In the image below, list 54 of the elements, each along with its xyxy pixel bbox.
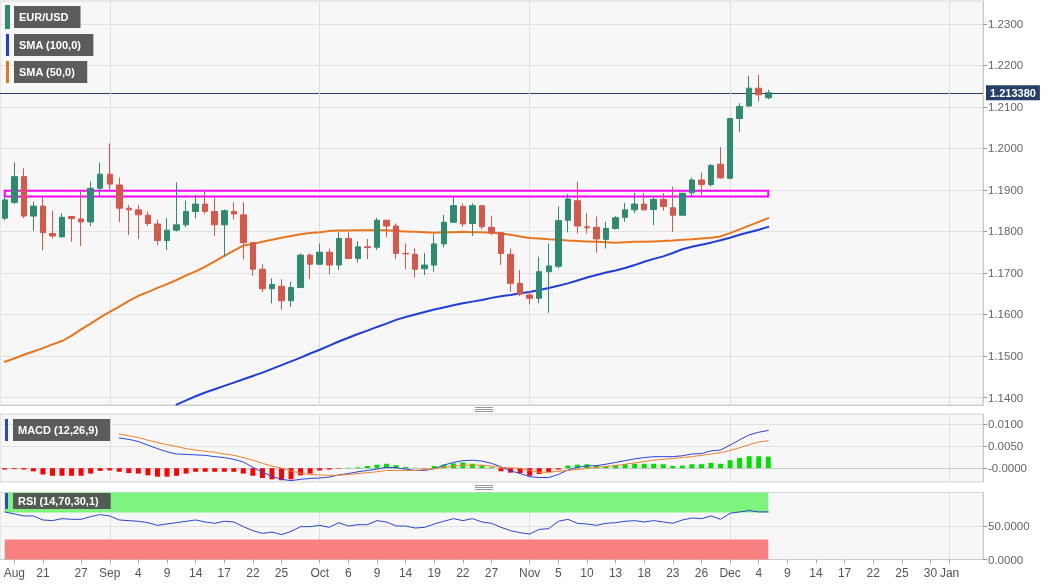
legend-label: SMA (50,0) (19, 66, 76, 78)
ref-line-label: 1.213380 (990, 86, 1036, 99)
y-tick-label: 1.2300 (988, 17, 1024, 30)
y-tick-label: 1.1500 (988, 350, 1024, 363)
y-tick-label: 1.1400 (988, 391, 1024, 404)
y-tick-label: -0.0000 (988, 462, 1028, 475)
x-tick-label: 25 (895, 565, 909, 580)
x-tick-label: Jan (939, 565, 960, 580)
y-tick-label: 1.1800 (988, 225, 1024, 238)
legend-label: MACD (12,26,9) (18, 424, 99, 436)
x-tick-label: 14 (809, 565, 823, 580)
legend-label: SMA (100,0) (19, 39, 82, 51)
x-tick-label: 14 (398, 565, 413, 580)
x-tick-label: 27 (484, 565, 499, 580)
x-tick-label: 14 (188, 565, 203, 580)
y-tick-label: 1.2100 (988, 100, 1024, 113)
x-tick-label: 22 (246, 565, 260, 580)
x-tick-label: 22 (456, 565, 470, 580)
y-tick-label: 0.0050 (988, 440, 1024, 452)
x-tick-label: 4 (755, 565, 763, 580)
x-tick-label: Sep (99, 565, 121, 580)
x-tick-label: 25 (274, 565, 289, 580)
x-tick-label: 22 (866, 565, 881, 580)
x-tick-label: 9 (784, 565, 792, 580)
x-tick-label: 9 (163, 565, 171, 580)
y-tick-label: 1.1700 (988, 266, 1024, 279)
x-tick-label: 21 (36, 565, 50, 580)
x-tick-label: 6 (345, 565, 352, 580)
x-tick-label: 13 (608, 565, 623, 580)
x-tick-label: 9 (373, 565, 381, 580)
y-tick-label: 1.1900 (988, 183, 1024, 196)
x-tick-label: Nov (519, 565, 541, 580)
y-tick-label: 1.2000 (988, 142, 1024, 155)
x-tick-label: 17 (217, 565, 232, 580)
legend-label: EUR/USD (19, 11, 69, 23)
x-tick-label: Oct (310, 565, 330, 580)
x-tick-label: 23 (666, 565, 680, 580)
y-tick-label: 50.0000 (988, 520, 1030, 532)
x-tick-label: 4 (135, 565, 143, 580)
x-tick-label: 26 (694, 565, 709, 580)
x-tick-label: 17 (837, 565, 852, 580)
y-tick-label: 1.1600 (988, 308, 1024, 321)
x-tick-label: Aug (3, 565, 25, 580)
x-tick-label: 10 (580, 565, 594, 580)
legend-label: RSI (14,70,30,1) (18, 495, 100, 507)
x-tick-label: 5 (554, 565, 562, 580)
x-tick-label: 30 (923, 565, 938, 580)
y-tick-label: 0.0000 (988, 553, 1024, 566)
x-tick-label: Dec (719, 565, 741, 580)
x-tick-label: 27 (74, 565, 89, 580)
x-tick-label: 18 (637, 565, 652, 580)
y-tick-label: 1.2200 (988, 59, 1024, 72)
y-tick-label: 0.0100 (988, 417, 1024, 430)
x-tick-label: 19 (427, 565, 442, 580)
